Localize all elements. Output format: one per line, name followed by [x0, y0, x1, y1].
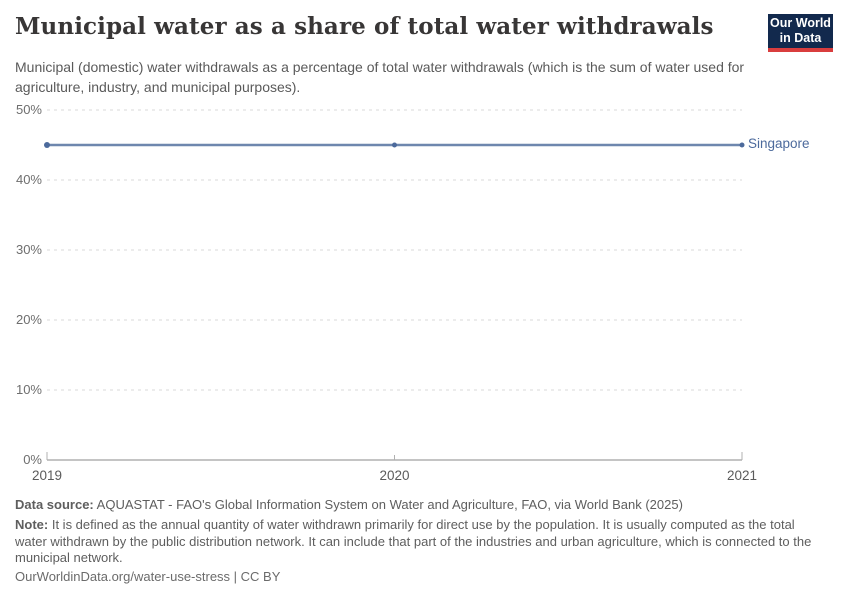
- chart-subtitle: Municipal (domestic) water withdrawals a…: [15, 59, 745, 95]
- chart-title: Municipal water as a share of total wate…: [15, 13, 714, 40]
- data-source-line: Data source: AQUASTAT - FAO's Global Inf…: [15, 497, 683, 512]
- owid-logo-line2: in Data: [779, 31, 822, 45]
- citation-link[interactable]: OurWorldinData.org/water-use-stress | CC…: [15, 569, 281, 584]
- data-point-marker: [392, 142, 397, 148]
- note-text: It is defined as the annual quantity of …: [15, 517, 812, 565]
- data-point-marker: [739, 142, 745, 148]
- owid-logo: Our World in Data: [768, 14, 833, 52]
- note-label: Note:: [15, 517, 49, 532]
- note-line: Note: It is defined as the annual quanti…: [15, 517, 830, 567]
- data-source-text: AQUASTAT - FAO's Global Information Syst…: [96, 497, 683, 512]
- data-source-label: Data source:: [15, 497, 94, 512]
- data-point-marker: [44, 142, 50, 148]
- owid-logo-line1: Our World: [770, 16, 831, 30]
